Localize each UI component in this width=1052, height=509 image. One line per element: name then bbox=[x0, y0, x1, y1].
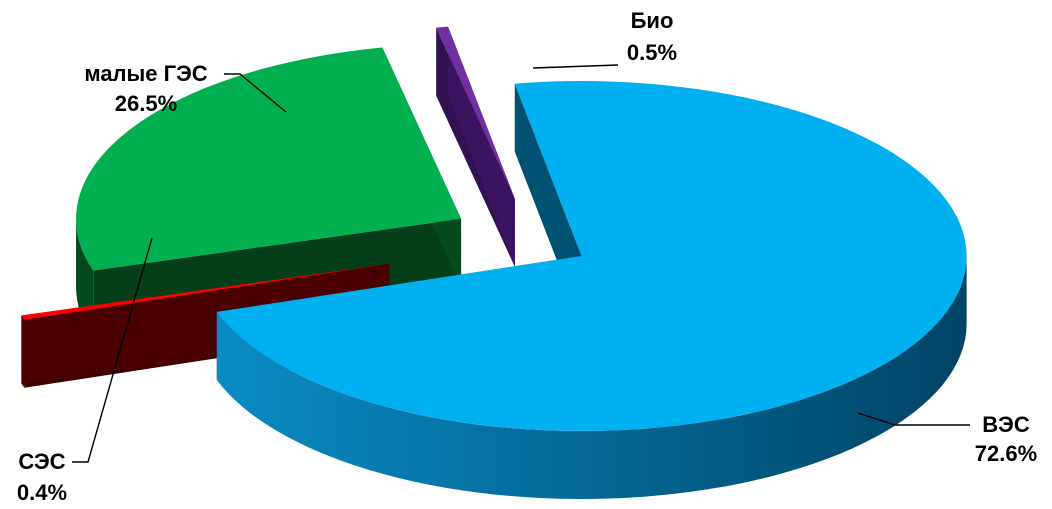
leader-line-bio bbox=[532, 64, 619, 69]
data-label-bio-value: 0.5% bbox=[627, 40, 677, 65]
pie-slice-0-rim bbox=[216, 256, 967, 500]
pie-slice-3 bbox=[436, 26, 515, 267]
pie-slice-1-top bbox=[21, 263, 390, 320]
data-label-bio: Био 0.5% bbox=[627, 8, 677, 65]
data-label-ses: СЭС 0.4% bbox=[17, 449, 67, 505]
data-label-bio-name: Био bbox=[631, 8, 674, 33]
pie-slice-3-top bbox=[436, 26, 515, 199]
pie-slice-0-top bbox=[216, 81, 967, 432]
data-label-ses-name: СЭС bbox=[18, 449, 65, 474]
pie-slice-2-top bbox=[76, 47, 462, 271]
data-label-ges-name: малые ГЭС bbox=[84, 61, 207, 86]
data-label-ves-value: 72.6% bbox=[975, 441, 1037, 466]
leader-line-ges bbox=[224, 73, 287, 113]
pie-slices bbox=[21, 26, 967, 500]
data-label-ves: ВЭС 72.6% bbox=[975, 412, 1037, 466]
leader-line-ses bbox=[72, 237, 153, 463]
leader-line-ves bbox=[857, 412, 970, 426]
data-label-ves-name: ВЭС bbox=[982, 412, 1030, 437]
data-label-ses-value: 0.4% bbox=[17, 480, 67, 505]
pie-slice-1-rim bbox=[21, 315, 25, 388]
pie-slice-0 bbox=[216, 81, 967, 500]
data-label-ges-value: 26.5% bbox=[115, 91, 177, 116]
data-label-ges: малые ГЭС 26.5% bbox=[84, 61, 207, 116]
pie-slice-1-face-end bbox=[21, 263, 390, 384]
pie-slice-1 bbox=[21, 263, 390, 388]
